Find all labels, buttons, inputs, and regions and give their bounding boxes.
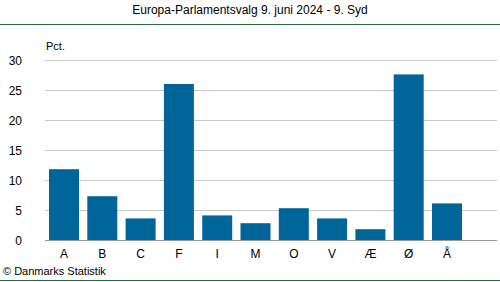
x-tick-label: C xyxy=(136,247,145,261)
y-tick-label: 20 xyxy=(9,114,23,128)
bar xyxy=(317,218,347,240)
bottom-rule xyxy=(0,280,500,281)
bars xyxy=(49,74,462,240)
x-tick-label: Ø xyxy=(404,247,413,261)
bar xyxy=(432,203,462,240)
bar xyxy=(87,196,117,240)
title: Europa-Parlamentsvalg 9. juni 2024 - 9. … xyxy=(132,3,367,17)
chart-container: Europa-Parlamentsvalg 9. juni 2024 - 9. … xyxy=(0,0,500,282)
x-tick-label: F xyxy=(175,247,182,261)
title-rule xyxy=(0,24,500,25)
x-tick-label: A xyxy=(60,247,68,261)
x-axis-line xyxy=(45,240,497,241)
y-tick-label: 30 xyxy=(9,54,23,68)
bar xyxy=(202,215,232,240)
y-tick-label: 5 xyxy=(15,204,22,218)
grid-line xyxy=(45,240,497,241)
grid-line xyxy=(45,180,497,181)
x-tick-label: V xyxy=(328,247,336,261)
bar xyxy=(355,229,385,240)
y-tick-label: 25 xyxy=(9,84,23,98)
grid-line xyxy=(45,60,497,61)
bar xyxy=(279,208,309,240)
x-tick-label: O xyxy=(289,247,298,261)
bar xyxy=(126,218,156,240)
chart-svg: Europa-Parlamentsvalg 9. juni 2024 - 9. … xyxy=(0,0,500,282)
bar xyxy=(394,74,424,240)
x-tick-label: M xyxy=(251,247,261,261)
bar xyxy=(164,84,194,240)
source: © Danmarks Statistik xyxy=(3,265,106,277)
bar xyxy=(49,169,79,240)
x-tick-label: Æ xyxy=(364,247,376,261)
grid-line xyxy=(45,120,497,121)
y-tick-label: 15 xyxy=(9,144,23,158)
grid-line xyxy=(45,150,497,151)
y-tick-label: 0 xyxy=(15,234,22,248)
y-axis-label: Pct. xyxy=(46,40,65,52)
x-tick-label: I xyxy=(216,247,219,261)
y-tick-label: 10 xyxy=(9,174,23,188)
grid-line xyxy=(45,90,497,91)
x-tick-label: B xyxy=(98,247,106,261)
bar xyxy=(241,223,271,240)
x-tick-label: Å xyxy=(443,246,451,261)
